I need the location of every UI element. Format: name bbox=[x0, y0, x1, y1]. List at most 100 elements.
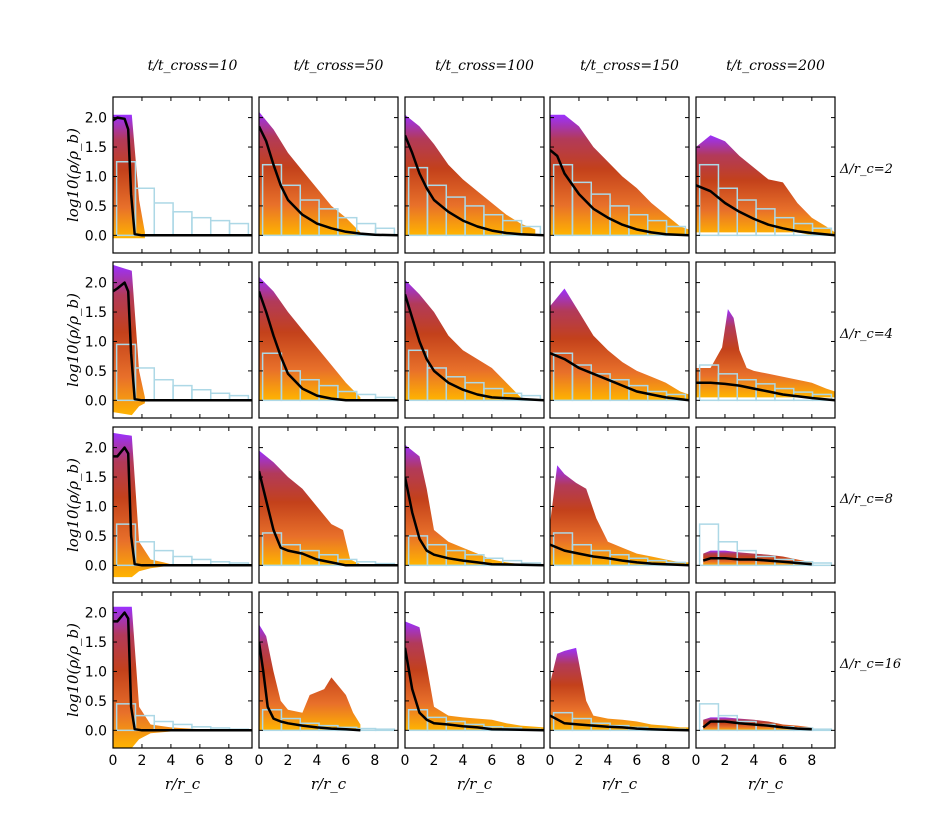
panel-plot-area bbox=[405, 444, 544, 567]
x-tick-label: 0 bbox=[255, 753, 264, 769]
panel-r1-c3 bbox=[404, 96, 545, 254]
x-tick-label: 4 bbox=[603, 753, 612, 769]
density-region bbox=[259, 276, 361, 401]
y-tick-label: 0.0 bbox=[85, 558, 107, 574]
panel-frame bbox=[258, 261, 399, 419]
histogram-bin bbox=[172, 555, 193, 567]
panel-plot-area bbox=[698, 703, 833, 732]
panel-r3-c2 bbox=[258, 426, 399, 584]
x-tick-label: 4 bbox=[312, 753, 321, 769]
y-tick-label: 1.0 bbox=[85, 499, 107, 515]
density-region bbox=[405, 444, 521, 566]
y-tick-label: 1.5 bbox=[85, 140, 107, 156]
y-tick-label: 1.0 bbox=[85, 169, 107, 185]
panel-plot-area bbox=[113, 606, 252, 748]
panel-r4-c4 bbox=[549, 591, 690, 749]
panel-frame bbox=[549, 426, 690, 584]
histogram-bin bbox=[374, 728, 396, 732]
histogram-bin bbox=[209, 219, 231, 237]
panel-frame bbox=[549, 261, 690, 419]
x-tick-label: 2 bbox=[137, 753, 146, 769]
panel-frame bbox=[112, 591, 253, 749]
panel-frame bbox=[258, 426, 399, 584]
x-tick-label: 4 bbox=[458, 753, 467, 769]
histogram-bin bbox=[191, 216, 212, 237]
x-axis-label: r/r_c bbox=[165, 775, 201, 793]
y-axis-label: log10(ρ/ρ_b) bbox=[64, 293, 82, 387]
x-tick-label: 0 bbox=[109, 753, 118, 769]
panel-frame bbox=[404, 591, 545, 749]
mean-profile-line bbox=[550, 352, 689, 402]
y-axis-label: log10(ρ/ρ_b) bbox=[64, 458, 82, 552]
y-tick-label: 1.5 bbox=[85, 635, 107, 651]
panel-frame bbox=[695, 591, 836, 749]
y-tick-label: 1.0 bbox=[85, 334, 107, 350]
x-tick-label: 0 bbox=[546, 753, 555, 769]
panels-layer bbox=[112, 96, 836, 749]
mean-profile-line bbox=[113, 611, 252, 732]
panel-r4-c3 bbox=[404, 591, 545, 749]
x-axis-label: r/r_c bbox=[748, 775, 784, 793]
histogram-bin bbox=[811, 728, 833, 732]
mean-profile-line bbox=[405, 476, 544, 567]
panel-plot-area bbox=[405, 114, 544, 237]
x-tick-label: 8 bbox=[370, 753, 379, 769]
panel-r1-c4 bbox=[549, 96, 690, 254]
panel-plot-area bbox=[405, 621, 544, 732]
density-region bbox=[696, 309, 835, 398]
density-region bbox=[405, 279, 521, 401]
density-region bbox=[550, 647, 689, 731]
density-region bbox=[696, 135, 835, 236]
x-tick-label: 6 bbox=[778, 753, 787, 769]
mean-profile-line bbox=[702, 557, 812, 566]
y-tick-label: 2.0 bbox=[85, 111, 107, 127]
mean-profile-line bbox=[259, 470, 398, 567]
column-title: t/t_cross=200 bbox=[726, 58, 825, 74]
row-label: Δ/r_c=2 bbox=[839, 162, 893, 177]
mean-profile-line bbox=[259, 641, 361, 732]
panel-plot-area bbox=[113, 432, 252, 578]
y-tick-label: 2.0 bbox=[85, 276, 107, 292]
density-region bbox=[259, 111, 361, 236]
panel-frame bbox=[404, 96, 545, 254]
x-tick-label: 2 bbox=[720, 753, 729, 769]
panel-plot-area bbox=[696, 135, 835, 237]
panel-plot-area bbox=[698, 523, 833, 567]
x-tick-label: 6 bbox=[341, 753, 350, 769]
histogram-bin bbox=[153, 202, 174, 237]
row-label: Δ/r_c=16 bbox=[839, 657, 901, 672]
column-title: t/t_cross=100 bbox=[435, 58, 534, 74]
panel-plot-area bbox=[259, 276, 398, 402]
panel-plot-area bbox=[405, 279, 544, 402]
panel-plot-area bbox=[550, 465, 689, 567]
panel-plot-area bbox=[550, 288, 689, 402]
panel-frame bbox=[695, 96, 836, 254]
panel-r4-c2 bbox=[258, 591, 399, 749]
y-tick-label: 0.5 bbox=[85, 694, 107, 710]
column-title: t/t_cross=150 bbox=[580, 58, 679, 74]
x-tick-label: 6 bbox=[487, 753, 496, 769]
panel-r2-c1 bbox=[112, 261, 253, 419]
panel-r3-c1 bbox=[112, 426, 253, 584]
panel-plot-area bbox=[259, 450, 398, 567]
y-axis-label: log10(ρ/ρ_b) bbox=[64, 623, 82, 717]
panel-frame bbox=[258, 96, 399, 254]
panel-plot-area bbox=[113, 264, 252, 416]
x-axis-label: r/r_c bbox=[457, 775, 493, 793]
mean-profile-line bbox=[696, 184, 835, 237]
panel-r4-c1 bbox=[112, 591, 253, 749]
x-tick-label: 6 bbox=[632, 753, 641, 769]
panel-r4-c5 bbox=[695, 591, 836, 749]
panel-r2-c4 bbox=[549, 261, 690, 419]
density-region bbox=[550, 465, 689, 566]
density-region bbox=[259, 624, 361, 731]
panel-r3-c5 bbox=[695, 426, 836, 584]
y-tick-label: 0.0 bbox=[85, 228, 107, 244]
panel-r3-c3 bbox=[404, 426, 545, 584]
mean-profile-line bbox=[405, 134, 544, 237]
panel-plot-area bbox=[550, 114, 689, 237]
panel-frame bbox=[112, 261, 253, 419]
mean-profile-line bbox=[550, 543, 689, 567]
row-label: Δ/r_c=8 bbox=[839, 492, 893, 507]
density-region bbox=[405, 114, 536, 236]
